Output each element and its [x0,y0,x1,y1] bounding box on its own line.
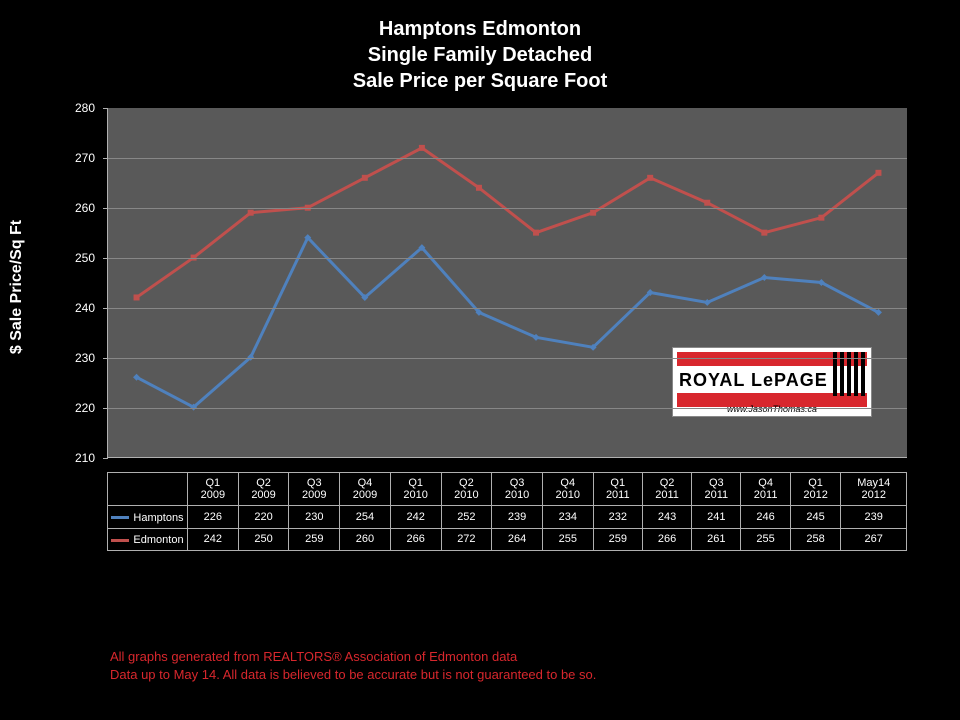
table-series-header: Edmonton [108,528,188,551]
y-axis-label: 270 [75,151,95,165]
table-data-cell: 254 [340,506,391,529]
table-data-cell: 266 [642,528,691,551]
table-category-header: Q32010 [492,473,543,506]
table-data-cell: 264 [492,528,543,551]
series-marker [134,294,140,300]
y-axis-title: $ Sale Price/Sq Ft [8,220,26,354]
table-data-cell: 260 [340,528,391,551]
y-tick [103,458,108,459]
logo-url-text: www.JasonThomas.ca [673,404,871,414]
table-data-cell: 259 [593,528,642,551]
y-tick [103,208,108,209]
table-corner-cell [108,473,188,506]
series-marker [419,145,425,151]
table-category-header: Q32009 [289,473,340,506]
table-category-header: Q22009 [238,473,289,506]
table-data-cell: 255 [542,528,593,551]
table-data-cell: 226 [188,506,239,529]
y-axis-label: 280 [75,101,95,115]
table-data-cell: 258 [790,528,841,551]
table-data-cell: 234 [542,506,593,529]
table-category-header: Q12011 [593,473,642,506]
series-marker [704,200,710,206]
series-marker [590,210,596,216]
table-category-header: Q22011 [642,473,691,506]
table-data-cell: 243 [642,506,691,529]
y-axis-label: 220 [75,401,95,415]
table-data-cell: 259 [289,528,340,551]
table-data-cell: 242 [390,506,441,529]
legend-line-swatch [111,516,129,519]
chart-title: Hamptons Edmonton Single Family Detached… [45,12,915,102]
footnote-line-2: Data up to May 14. All data is believed … [110,666,596,684]
y-axis-label: 210 [75,451,95,465]
table-category-header: Q12009 [188,473,239,506]
y-axis-label: 250 [75,251,95,265]
table-data-cell: 230 [289,506,340,529]
series-marker [362,175,368,181]
table-data-cell: 239 [841,506,907,529]
series-marker [875,170,881,176]
chart-container: Hamptons Edmonton Single Family Detached… [45,12,915,632]
plot-area: ROYAL LePAGE www.JasonThomas.ca [107,108,907,458]
y-axis-label: 260 [75,201,95,215]
gridline [108,208,907,209]
plot-wrapper: $ Sale Price/Sq Ft 210220230240250260270… [45,102,915,472]
y-tick [103,108,108,109]
series-marker [248,210,254,216]
table-category-header: Q12010 [390,473,441,506]
series-marker [476,185,482,191]
series-marker [647,175,653,181]
table-category-header: Q42010 [542,473,593,506]
table-data-cell: 272 [441,528,492,551]
y-axis-labels: 210 220 230 240 250 260 270 280 [45,102,103,472]
y-tick [103,308,108,309]
table-data-cell: 261 [692,528,741,551]
table-data-cell: 252 [441,506,492,529]
y-tick [103,358,108,359]
table-data-cell: 241 [692,506,741,529]
table-data-cell: 266 [390,528,441,551]
footnote: All graphs generated from REALTORS® Asso… [110,648,596,684]
legend-line-swatch [111,539,129,542]
table-category-header: Q22010 [441,473,492,506]
table-data-cell: 255 [741,528,790,551]
table-category-header: May142012 [841,473,907,506]
table-data-cell: 250 [238,528,289,551]
title-line-2: Single Family Detached [45,42,915,68]
table-category-header: Q42009 [340,473,391,506]
table-data-cell: 232 [593,506,642,529]
series-marker [818,215,824,221]
y-tick [103,158,108,159]
table-data-cell: 267 [841,528,907,551]
legend-series-name: Hamptons [133,512,183,524]
table-series-header: Hamptons [108,506,188,529]
y-axis-label: 240 [75,301,95,315]
table-category-header: Q42011 [741,473,790,506]
table-data-cell: 245 [790,506,841,529]
series-marker [533,230,539,236]
gridline [108,258,907,259]
gridline [108,358,907,359]
legend-series-name: Edmonton [133,534,183,546]
gridline [108,408,907,409]
gridline [108,308,907,309]
y-tick [103,258,108,259]
title-line-3: Sale Price per Square Foot [45,68,915,94]
table-category-header: Q32011 [692,473,741,506]
footnote-line-1: All graphs generated from REALTORS® Asso… [110,648,596,666]
series-line-edmonton [137,148,879,298]
data-table: Q12009Q22009Q32009Q42009Q12010Q22010Q320… [107,472,907,551]
table-category-header: Q12012 [790,473,841,506]
table-data-cell: 246 [741,506,790,529]
table-data-cell: 220 [238,506,289,529]
series-marker [761,230,767,236]
gridline [108,158,907,159]
y-axis-label: 230 [75,351,95,365]
table-data-cell: 242 [188,528,239,551]
title-line-1: Hamptons Edmonton [45,16,915,42]
table-data-cell: 239 [492,506,543,529]
y-tick [103,408,108,409]
